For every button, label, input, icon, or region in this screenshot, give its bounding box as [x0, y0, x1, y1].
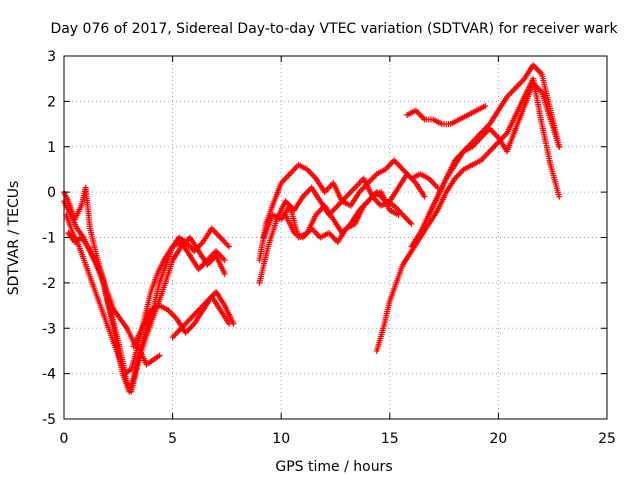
grid: [64, 56, 607, 419]
y-axis-label: SDTVAR / TECUs: [6, 181, 22, 296]
x-axis-ticks: 0 5 10 15 20 25: [60, 56, 616, 447]
series-4: [65, 229, 163, 368]
data-point: [221, 270, 228, 277]
x-tick-label: 15: [381, 431, 399, 447]
x-tick-label: 0: [60, 431, 69, 447]
chart-title: Day 076 of 2017, Sidereal Day-to-day VTE…: [50, 21, 618, 37]
y-tick-label: -5: [42, 412, 56, 428]
y-tick-label: 3: [47, 49, 56, 65]
y-tick-label: 0: [47, 185, 56, 201]
data-point: [395, 211, 402, 218]
y-axis-ticks: -5 -4 -3 -2 -1 0 1 2 3: [42, 49, 607, 428]
y-tick-label: -3: [42, 321, 56, 337]
data-point: [221, 257, 228, 264]
x-axis-label: GPS time / hours: [275, 459, 392, 475]
series-13: [425, 80, 563, 218]
series-5: [169, 288, 237, 341]
data-point: [156, 352, 163, 359]
data-point: [230, 320, 237, 327]
y-tick-label: 2: [47, 94, 56, 110]
data-points: [61, 62, 563, 395]
x-tick-label: 5: [168, 431, 177, 447]
x-tick-label: 20: [489, 431, 507, 447]
y-tick-label: -2: [42, 276, 56, 292]
y-tick-label: 1: [47, 140, 56, 156]
series-2: [63, 211, 228, 377]
data-point: [421, 193, 428, 200]
data-point: [226, 243, 233, 250]
data-point: [408, 220, 415, 227]
data-point: [556, 193, 563, 200]
x-tick-label: 10: [272, 431, 290, 447]
y-tick-label: -1: [42, 231, 56, 247]
data-point: [482, 102, 489, 109]
data-point: [556, 143, 563, 150]
series-9: [282, 189, 402, 246]
y-tick-label: -4: [42, 367, 56, 383]
series-12: [404, 102, 489, 128]
x-tick-label: 25: [598, 431, 616, 447]
